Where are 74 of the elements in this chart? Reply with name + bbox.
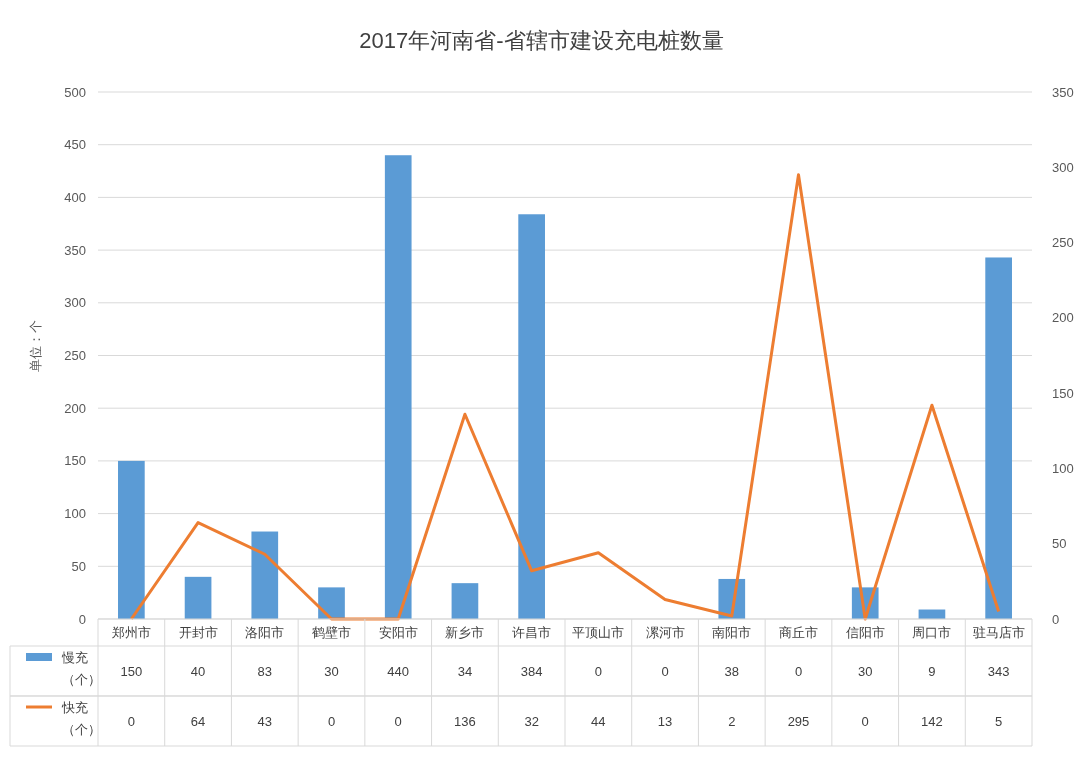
x-tick-label: 南阳市	[712, 625, 752, 641]
y2-tick-label: 50	[1052, 536, 1067, 552]
bar	[184, 576, 212, 619]
data-label: 0	[594, 663, 602, 679]
y2-tick-label: 200	[1052, 310, 1074, 326]
data-label: 9	[928, 663, 936, 679]
bar	[518, 214, 545, 619]
y-tick-label: 250	[64, 348, 86, 364]
y2-tick-label: 150	[1052, 385, 1074, 401]
x-tick-label: 平顶山市	[572, 625, 625, 641]
x-tick-label: 商丘市	[779, 625, 818, 641]
data-label: 83	[257, 663, 273, 679]
data-label: 343	[987, 663, 1010, 679]
data-label: 32	[524, 713, 539, 729]
data-label: 13	[657, 713, 673, 729]
y-tick-label: 500	[64, 84, 86, 100]
legend-label: 快充（个）	[61, 700, 101, 737]
y-tick-label: 0	[78, 611, 86, 627]
data-label: 0	[327, 713, 336, 729]
data-label: 150	[120, 663, 143, 679]
line-series	[129, 173, 1001, 621]
y-tick-label: 400	[64, 189, 86, 205]
chart-title: 2017年河南省-省辖市建设充电桩数量	[359, 28, 724, 53]
data-label: 0	[794, 663, 803, 679]
bar	[318, 587, 345, 619]
bar	[251, 531, 279, 619]
data-label: 440	[387, 663, 410, 679]
x-tick-label: 周口市	[912, 625, 952, 641]
x-tick-label: 洛阳市	[245, 625, 285, 641]
y-tick-label: 300	[64, 295, 86, 311]
x-tick-label: 新乡市	[445, 625, 485, 641]
data-label: 5	[995, 713, 1003, 729]
x-tick-label: 许昌市	[512, 625, 552, 641]
data-label: 30	[324, 663, 339, 679]
x-tick-label: 安阳市	[378, 625, 418, 641]
data-label: 0	[394, 713, 402, 729]
y-tick-label: 350	[64, 242, 86, 258]
data-label: 0	[661, 663, 669, 679]
bar	[985, 257, 1012, 619]
data-label: 295	[787, 713, 810, 729]
data-label: 0	[127, 713, 135, 729]
bar	[118, 460, 145, 619]
data-label: 44	[591, 713, 606, 729]
y2-tick-label: 350	[1052, 84, 1074, 100]
y-axis-title: 单位：个	[28, 319, 43, 372]
data-label: 64	[190, 713, 206, 729]
x-tick-label: 信阳市	[845, 625, 885, 641]
x-tick-label: 漯河市	[645, 625, 685, 641]
data-label: 40	[190, 663, 206, 679]
data-label: 43	[257, 713, 273, 729]
y-tick-label: 450	[64, 137, 86, 153]
y2-tick-label: 250	[1052, 235, 1074, 251]
data-label: 38	[724, 663, 740, 679]
data-label: 2	[728, 713, 736, 729]
x-tick-label: 驻马店市	[972, 625, 1025, 641]
data-label: 30	[857, 663, 873, 679]
y2-tick-label: 100	[1052, 460, 1074, 476]
data-label: 384	[520, 663, 543, 679]
y-tick-label: 100	[64, 506, 86, 522]
legend-label: 慢充（个）	[61, 650, 101, 687]
data-label: 0	[861, 713, 869, 729]
x-tick-label: 开封市	[178, 625, 218, 641]
y-tick-label: 200	[64, 400, 86, 416]
y-tick-label: 50	[71, 558, 86, 574]
bar	[384, 155, 412, 619]
data-label: 136	[454, 713, 476, 729]
y2-tick-label: 300	[1052, 159, 1074, 175]
y-tick-label: 150	[64, 453, 86, 469]
data-label: 142	[921, 713, 943, 729]
x-tick-label: 鹤壁市	[312, 625, 351, 641]
data-label: 34	[457, 663, 473, 679]
x-tick-label: 郑州市	[111, 625, 151, 641]
y2-tick-label: 0	[1052, 611, 1060, 627]
bar	[451, 583, 479, 619]
